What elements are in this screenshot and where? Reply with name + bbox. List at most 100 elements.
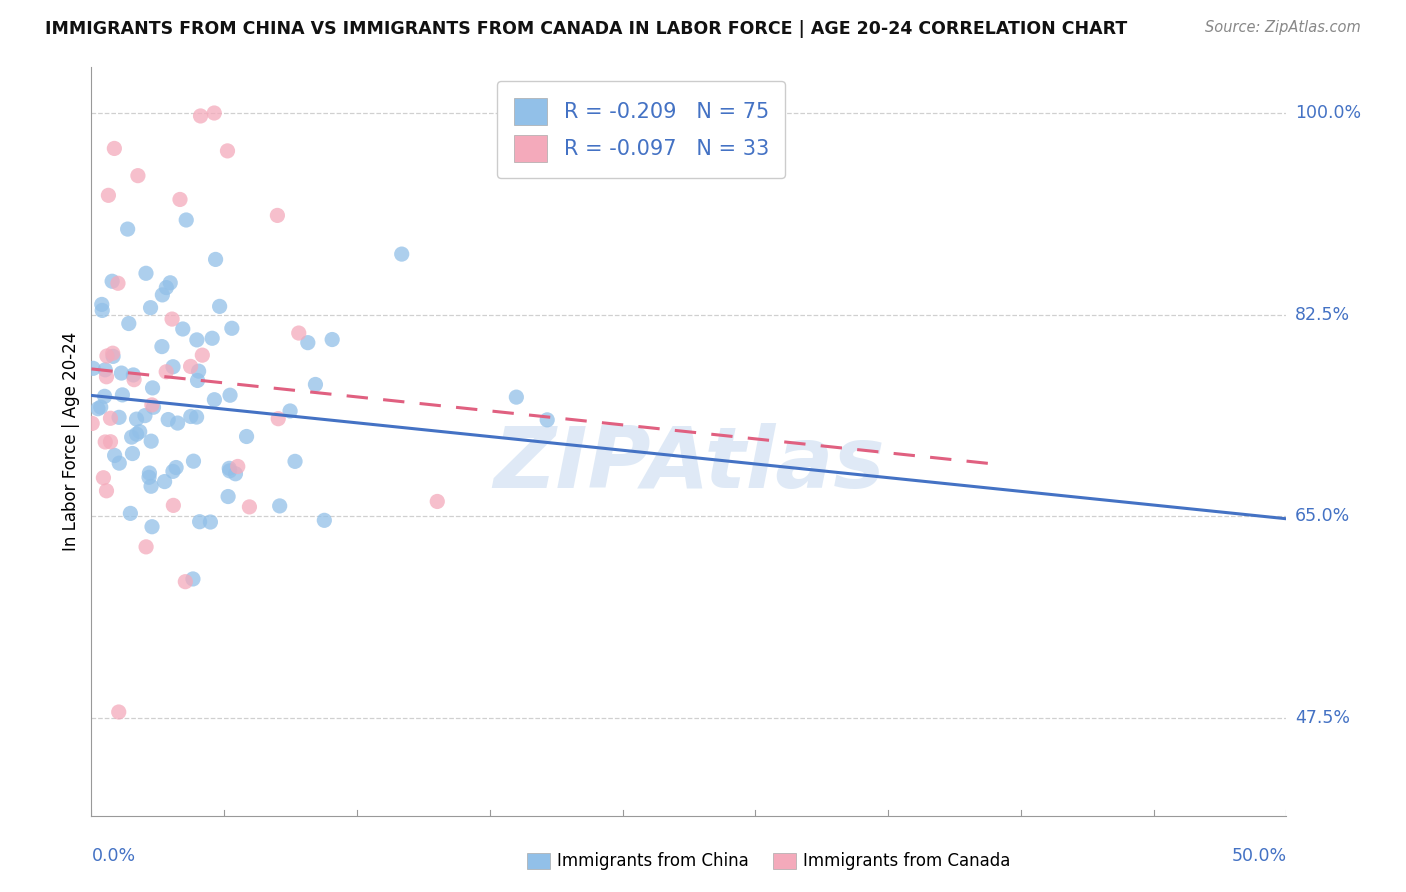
Point	[93, 389, 115, 403]
Text: 100.0%: 100.0%	[1295, 104, 1361, 122]
Point	[505, 390, 527, 404]
Point	[284, 454, 307, 468]
Point	[111, 388, 134, 402]
Point	[267, 411, 290, 425]
Point	[117, 222, 139, 236]
Point	[183, 454, 205, 468]
Point	[96, 369, 118, 384]
Point	[321, 333, 343, 347]
Point	[314, 513, 336, 527]
Point	[217, 490, 239, 504]
Point	[186, 410, 208, 425]
Point	[224, 467, 246, 481]
Point	[90, 297, 112, 311]
Point	[391, 247, 413, 261]
Point	[104, 449, 127, 463]
Point	[200, 515, 222, 529]
Point	[155, 280, 177, 294]
Point	[162, 359, 184, 374]
Point	[208, 299, 231, 313]
Point	[536, 413, 558, 427]
Point	[150, 340, 173, 354]
Point	[155, 365, 177, 379]
Point	[135, 540, 157, 554]
Point	[269, 499, 291, 513]
Point	[125, 427, 148, 442]
Legend: R = -0.209   N = 75, R = -0.097   N = 33: R = -0.209 N = 75, R = -0.097 N = 33	[496, 81, 786, 178]
Point	[118, 317, 141, 331]
Point	[226, 459, 249, 474]
Point	[157, 412, 180, 426]
Point	[120, 507, 142, 521]
Point	[103, 141, 125, 155]
Point	[201, 331, 224, 345]
Point	[94, 363, 117, 377]
Point	[304, 377, 326, 392]
Text: ZIPAtlas: ZIPAtlas	[494, 423, 884, 506]
Point	[188, 515, 211, 529]
Point	[142, 381, 165, 395]
Point	[186, 374, 208, 388]
Point	[153, 475, 176, 489]
Point	[82, 417, 104, 431]
Point	[141, 398, 163, 412]
Point	[107, 277, 129, 291]
Text: 65.0%: 65.0%	[1295, 508, 1350, 525]
Point	[139, 301, 162, 315]
Point	[139, 479, 162, 493]
Point	[108, 456, 131, 470]
Point	[186, 333, 208, 347]
Point	[150, 288, 173, 302]
Text: IMMIGRANTS FROM CHINA VS IMMIGRANTS FROM CANADA IN LABOR FORCE | AGE 20-24 CORRE: IMMIGRANTS FROM CHINA VS IMMIGRANTS FROM…	[45, 20, 1128, 37]
Point	[297, 335, 319, 350]
Point	[97, 188, 120, 202]
Point	[426, 494, 449, 508]
Point	[174, 574, 197, 589]
Point	[141, 434, 163, 449]
Point	[101, 346, 124, 360]
Point	[138, 470, 160, 484]
Point	[218, 464, 240, 478]
Point	[93, 471, 115, 485]
Point	[100, 411, 122, 425]
Text: Source: ZipAtlas.com: Source: ZipAtlas.com	[1205, 20, 1361, 35]
Point	[266, 209, 288, 223]
Point	[142, 401, 165, 415]
Point	[202, 106, 225, 120]
Point	[160, 312, 183, 326]
Point	[101, 350, 124, 364]
Point	[121, 430, 143, 444]
Point	[187, 364, 209, 378]
Point	[165, 460, 187, 475]
Point	[127, 169, 149, 183]
Point	[138, 466, 160, 480]
Point	[128, 425, 150, 439]
Point	[107, 705, 129, 719]
Point	[82, 361, 104, 376]
Point	[87, 401, 110, 416]
Point	[172, 322, 194, 336]
Point	[191, 348, 214, 362]
Point	[235, 429, 257, 443]
Point	[287, 326, 309, 340]
Point	[100, 434, 122, 449]
Point	[180, 409, 202, 424]
Point	[96, 349, 118, 363]
Point	[108, 410, 131, 425]
Point	[204, 252, 226, 267]
Point	[221, 321, 243, 335]
Point	[101, 274, 124, 288]
Point	[180, 359, 202, 374]
Point	[159, 276, 181, 290]
Text: 0.0%: 0.0%	[91, 847, 135, 864]
Point	[110, 366, 132, 380]
Point	[125, 412, 148, 426]
Point	[278, 404, 301, 418]
Point	[202, 392, 225, 407]
Point	[217, 144, 239, 158]
Point	[122, 373, 145, 387]
Text: Immigrants from Canada: Immigrants from Canada	[803, 852, 1010, 870]
Point	[181, 572, 204, 586]
Point	[96, 483, 118, 498]
Point	[190, 109, 212, 123]
